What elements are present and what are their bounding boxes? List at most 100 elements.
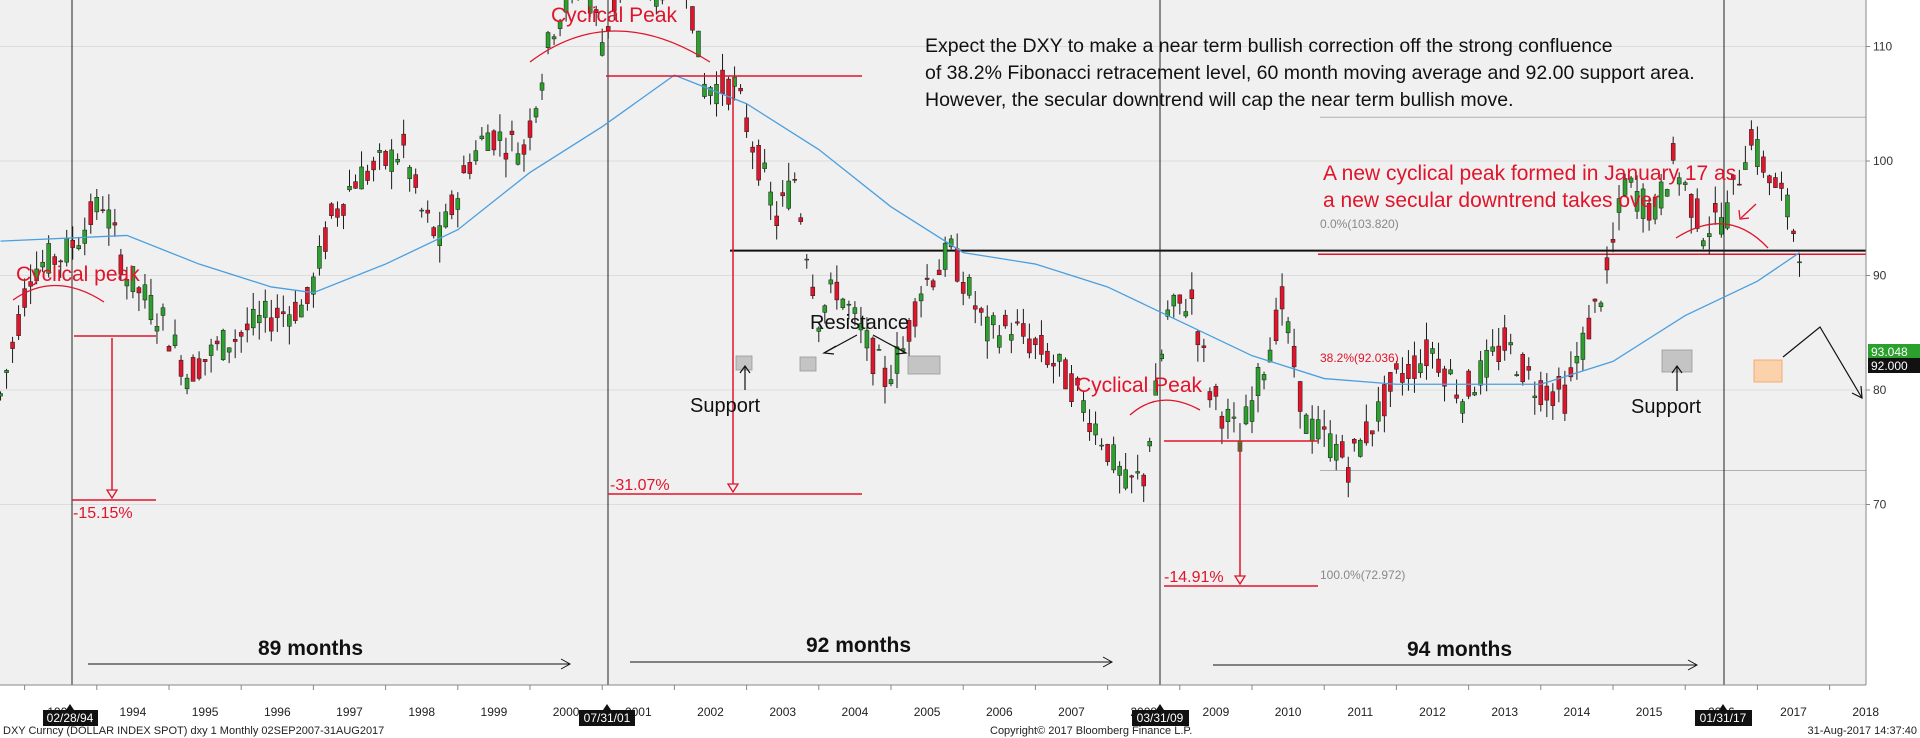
- candle-down: [371, 160, 376, 171]
- candle-down: [1424, 339, 1429, 367]
- candle-down: [1586, 317, 1592, 340]
- support-label-1: Support: [690, 395, 760, 417]
- candle-up: [985, 316, 990, 342]
- candle-down: [1189, 289, 1195, 299]
- candle-down: [238, 332, 244, 337]
- projection-path: [1782, 326, 1863, 399]
- candle-up: [1490, 346, 1495, 352]
- candle-up: [942, 242, 948, 270]
- candle-up: [395, 158, 400, 163]
- x-tick-label: 2005: [914, 705, 941, 719]
- candle-up: [64, 238, 69, 263]
- last-price-2: 92.000: [1871, 359, 1908, 373]
- candle-down: [780, 192, 785, 197]
- candle-up: [76, 245, 81, 250]
- candle-up: [816, 327, 822, 332]
- candle-down: [100, 209, 106, 211]
- candle-up: [1616, 198, 1622, 213]
- candle-down: [1219, 415, 1225, 429]
- candle-up: [864, 330, 870, 349]
- candle-up: [545, 32, 551, 49]
- peak-arc-2: [529, 30, 711, 63]
- candle-up: [804, 258, 810, 261]
- new-peak-line-2: a new secular downtrend takes over: [1323, 189, 1659, 212]
- candle-up: [1514, 374, 1519, 377]
- candle-up: [485, 132, 491, 151]
- candle-up: [557, 20, 563, 29]
- candle-down: [1694, 198, 1700, 229]
- x-tick-label: 2006: [986, 705, 1013, 719]
- candle-down: [1051, 362, 1056, 367]
- candle-down: [756, 145, 761, 181]
- candle-up: [714, 83, 719, 105]
- candle-up: [148, 295, 154, 321]
- x-tick-label: 2014: [1564, 705, 1591, 719]
- candle-up: [1225, 408, 1231, 422]
- x-axis-panel: [0, 685, 1866, 738]
- candle-down: [509, 130, 515, 135]
- candle-down: [190, 357, 196, 382]
- candle-down: [912, 301, 918, 327]
- candle-up: [876, 349, 882, 351]
- candle-down: [383, 151, 388, 166]
- candle-up: [106, 209, 112, 229]
- candle-up: [1231, 416, 1237, 419]
- cycle-date-label-3: 03/31/09: [1137, 711, 1184, 725]
- candle-up: [1261, 374, 1267, 381]
- candle-down: [244, 323, 250, 331]
- candle-down: [1749, 129, 1754, 146]
- months-label-2: 92 months: [806, 634, 911, 657]
- candle-down: [1015, 321, 1020, 324]
- projection-arrowhead: [1851, 385, 1863, 400]
- candle-up: [1376, 401, 1381, 422]
- fib-100-label: 100.0%(72.972): [1320, 568, 1405, 582]
- candle-up: [966, 277, 972, 296]
- candle-down: [774, 215, 779, 226]
- x-tick-label: 2010: [1275, 705, 1302, 719]
- candle-up: [1183, 311, 1189, 317]
- candle-up: [1159, 353, 1164, 359]
- candle-down: [1394, 363, 1399, 370]
- x-tick-label: 2012: [1419, 705, 1446, 719]
- candle-up: [1448, 369, 1453, 375]
- candle-up: [160, 307, 166, 316]
- peak-arc-3: [1129, 399, 1201, 416]
- support-label-2: Support: [1631, 396, 1701, 418]
- candle-down: [1761, 156, 1766, 173]
- y-tick-label: 90: [1873, 269, 1887, 283]
- candle-up: [858, 323, 864, 331]
- cyclical-peak-label-3: Cyclical Peak: [1076, 374, 1203, 397]
- candle-up: [888, 379, 894, 385]
- candle-up: [1640, 188, 1646, 219]
- candle-down: [1556, 376, 1562, 390]
- candle-down: [431, 227, 436, 237]
- candle-up: [1460, 401, 1465, 414]
- ma60-line: [0, 74, 1800, 385]
- last-price-tag-1: 93.048: [1868, 344, 1920, 359]
- candle-up: [1484, 350, 1489, 378]
- candle-up: [533, 108, 539, 118]
- candle-down: [972, 305, 978, 310]
- candle-up: [1785, 194, 1790, 218]
- candle-down: [214, 340, 220, 345]
- candle-up: [768, 191, 773, 206]
- x-tick-label: 1994: [120, 705, 147, 719]
- candle-down: [1550, 391, 1556, 406]
- candle-up: [1153, 380, 1158, 396]
- candle-down: [323, 227, 328, 252]
- candle-up: [852, 307, 858, 314]
- resistance-arrowhead-right: [893, 345, 908, 355]
- candle-down: [1033, 338, 1038, 346]
- candle-down: [593, 9, 599, 13]
- candle-down: [1273, 309, 1279, 342]
- candle-up: [1634, 191, 1640, 212]
- candle-down: [1129, 475, 1134, 478]
- candle-up: [250, 308, 256, 329]
- candle-up: [359, 166, 364, 190]
- candle-up: [1117, 465, 1122, 476]
- y-tick-label: 80: [1873, 383, 1887, 397]
- candle-up: [437, 225, 442, 246]
- candle-down: [1370, 430, 1375, 435]
- candle-up: [991, 315, 996, 326]
